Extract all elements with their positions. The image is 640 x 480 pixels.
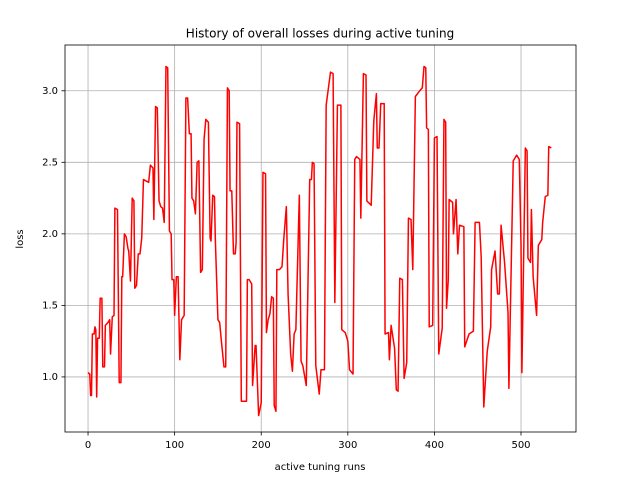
x-tick-label: 300 xyxy=(338,440,357,451)
y-tick-label: 3.0 xyxy=(42,86,58,97)
y-tick-label: 1.0 xyxy=(42,372,58,383)
x-tick-label: 0 xyxy=(85,440,91,451)
y-tick-label: 2.0 xyxy=(42,229,58,240)
x-tick-label: 100 xyxy=(165,440,184,451)
data-line xyxy=(87,65,552,417)
x-tick-label: 400 xyxy=(425,440,444,451)
x-tick-label: 500 xyxy=(511,440,530,451)
x-tick-label: 200 xyxy=(252,440,271,451)
y-tick-label: 2.5 xyxy=(42,157,58,168)
y-tick-label: 1.5 xyxy=(42,300,58,311)
chart-title: History of overall losses during active … xyxy=(186,27,454,41)
axes-frame xyxy=(64,44,577,433)
y-axis-label: loss xyxy=(15,229,26,248)
x-axis-label: active tuning runs xyxy=(275,462,366,473)
